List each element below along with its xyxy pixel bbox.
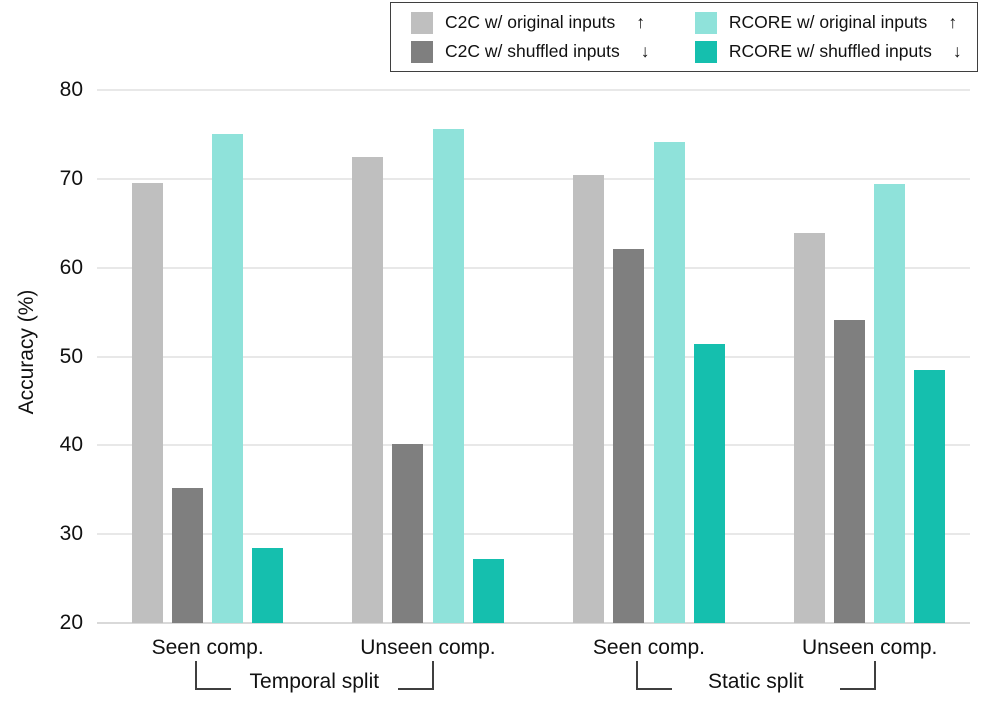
y-tick-label: 40 [59,433,83,457]
legend: C2C w/ original inputs ↑ C2C w/ shuffled i… [390,2,978,72]
bar-series2-group1 [432,129,464,623]
bar-series3-group2 [693,344,725,623]
bar-series2-group2 [653,142,685,623]
bracket-left [635,661,672,690]
down-arrow-icon: ↓ [952,41,962,61]
gridline [97,177,970,180]
legend-item: C2C w/ original inputs ↑ [411,11,653,34]
y-tick-label: 20 [59,611,83,634]
legend-item: RCORE w/ shuffled inputs ↓ [694,40,965,63]
legend-item: C2C w/ shuffled inputs ↓ [411,40,653,63]
legend-swatch [694,40,717,63]
category-label: Unseen comp. [801,636,938,659]
up-arrow-icon: ↑ [948,12,958,32]
split-label: Static split [707,670,804,693]
legend-label: RCORE w/ shuffled inputs [728,41,932,61]
bar-series1-group0 [172,487,204,623]
bar-series0-group0 [132,183,163,623]
y-tick-label: 30 [59,522,83,546]
bar-series3-group1 [472,559,504,623]
legend-swatch [694,11,717,34]
bracket-right [839,661,876,690]
legend-label: C2C w/ shuffled inputs [445,41,620,61]
gridline [97,89,970,92]
x-axis-line [97,622,970,624]
category-label: Unseen comp. [360,636,496,659]
bar-series2-group3 [874,184,906,623]
bar-series2-group0 [212,133,244,623]
y-tick-label: 50 [59,344,83,368]
bar-series1-group1 [392,444,424,623]
legend-item: RCORE w/ original inputs ↑ [694,11,965,34]
up-arrow-icon: ↑ [636,12,645,32]
bar-series0-group3 [794,233,825,623]
category-label: Seen comp. [151,636,264,659]
bar-series3-group3 [914,369,946,623]
legend-label: C2C w/ original inputs [445,12,616,32]
bar-series0-group1 [352,156,384,623]
bar-series1-group3 [834,320,866,623]
bracket-right [397,661,434,690]
y-tick-label: 80 [59,78,83,102]
split-label: Temporal split [249,670,380,693]
legend-label: RCORE w/ original inputs [728,12,928,32]
y-tick-label: 70 [59,166,83,190]
bar-series1-group2 [613,249,645,623]
bar-series3-group0 [252,548,284,623]
legend-swatch [411,11,433,34]
legend-swatch [411,40,433,63]
gridline [97,533,970,536]
gridline [97,444,970,447]
gridline [97,355,970,358]
bracket-left [194,661,231,690]
y-tick-label: 60 [59,255,83,279]
category-label: Seen comp. [592,636,705,659]
bar-series0-group2 [573,175,605,623]
gridline [97,266,970,269]
down-arrow-icon: ↓ [640,41,650,61]
